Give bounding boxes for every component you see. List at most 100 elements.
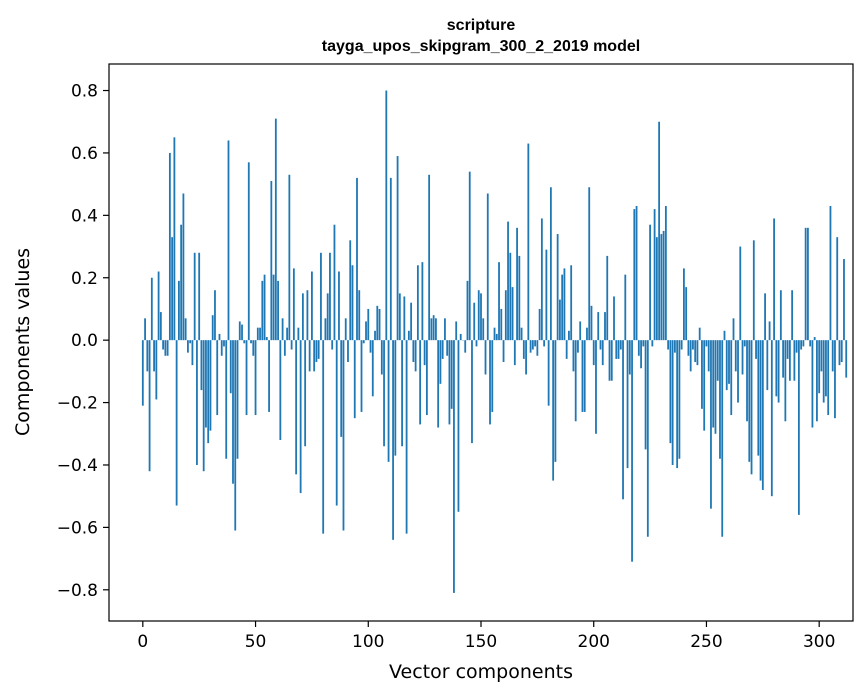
bar-297	[811, 340, 814, 428]
bar-194	[579, 321, 582, 341]
bar-219	[635, 205, 638, 341]
bar-163	[509, 252, 512, 341]
bar-80	[322, 340, 325, 534]
bar-299	[816, 340, 818, 422]
bar-189	[568, 330, 570, 341]
bar-278	[768, 321, 771, 341]
bar-227	[653, 209, 656, 341]
bar-103	[374, 330, 376, 341]
bar-145	[468, 171, 471, 341]
bar-39	[229, 340, 232, 394]
y-tick-label: −0.8	[57, 581, 98, 601]
bar-95	[356, 177, 358, 341]
bar-208	[610, 340, 613, 381]
bar-14	[173, 137, 176, 341]
bar-35	[220, 340, 223, 356]
bar-177	[540, 218, 543, 341]
bar-225	[649, 224, 651, 341]
bar-44	[241, 324, 243, 341]
bar-121	[414, 340, 417, 372]
bar-206	[606, 255, 609, 341]
bar-82	[326, 293, 329, 341]
bar-91	[347, 340, 349, 362]
bar-16	[177, 280, 180, 341]
bar-238	[678, 340, 681, 459]
bar-261	[730, 340, 733, 416]
bar-210	[615, 340, 618, 359]
y-tick-label: −0.6	[57, 518, 98, 538]
bar-198	[588, 187, 591, 341]
bar-215	[626, 340, 629, 469]
bar-141	[459, 333, 462, 341]
bar-51	[256, 327, 259, 341]
bar-41	[234, 340, 237, 531]
bar-115	[401, 340, 403, 447]
bar-243	[689, 340, 692, 372]
bar-53	[261, 280, 264, 341]
bar-303	[825, 340, 827, 397]
bar-171	[527, 143, 530, 341]
bar-153	[486, 193, 489, 341]
bar-111	[392, 340, 394, 540]
bar-200	[592, 340, 595, 366]
bar-179	[545, 249, 548, 341]
bar-157	[495, 333, 498, 341]
bar-120	[412, 340, 415, 362]
bar-182	[552, 340, 555, 481]
bar-237	[676, 340, 679, 469]
bar-304	[827, 340, 830, 416]
x-tick-label: 50	[245, 632, 267, 652]
bar-131	[437, 340, 440, 428]
x-axis-label: Vector components	[389, 661, 573, 683]
bar-203	[599, 340, 602, 350]
bar-21	[189, 340, 192, 344]
bar-156	[493, 327, 496, 341]
bar-87	[338, 271, 340, 341]
y-tick-label: 0.8	[71, 82, 98, 102]
bar-216	[628, 340, 631, 375]
bar-185	[559, 299, 561, 341]
bar-258	[723, 330, 726, 341]
bar-269	[748, 340, 751, 462]
bar-137	[450, 340, 453, 409]
bar-254	[714, 340, 717, 434]
bar-223	[644, 340, 647, 450]
bar-280	[773, 218, 775, 341]
bar-102	[371, 340, 374, 397]
bar-33	[216, 340, 219, 416]
bar-67	[292, 268, 295, 341]
bar-128	[430, 318, 433, 341]
bar-270	[750, 340, 753, 475]
bar-40	[232, 340, 234, 484]
bar-191	[572, 340, 575, 372]
bar-252	[710, 340, 712, 509]
y-tick-label: −0.2	[57, 394, 98, 414]
bar-75	[311, 271, 313, 341]
bar-195	[581, 340, 584, 412]
bar-224	[646, 340, 649, 537]
bar-83	[329, 252, 331, 341]
chart-subtitle: tayga_upos_skipgram_300_2_2019 model	[322, 38, 640, 55]
bar-22	[191, 340, 194, 366]
bar-58	[272, 274, 275, 341]
bar-264	[737, 340, 739, 403]
bar-291	[797, 340, 800, 515]
bar-242	[687, 340, 690, 356]
bar-150	[480, 293, 482, 341]
x-tick-label: 100	[352, 632, 384, 652]
bars-group	[141, 90, 848, 593]
bar-140	[457, 340, 460, 512]
bar-118	[407, 330, 410, 341]
bar-285	[784, 340, 787, 422]
bar-134	[444, 318, 446, 341]
bar-109	[387, 340, 390, 462]
bar-245	[694, 340, 697, 362]
bar-308	[836, 237, 839, 341]
bar-161	[504, 290, 507, 341]
bar-106	[380, 340, 383, 375]
bar-305	[829, 205, 832, 341]
bar-99	[365, 321, 367, 341]
bar-26	[200, 340, 203, 391]
bar-32	[214, 290, 216, 341]
